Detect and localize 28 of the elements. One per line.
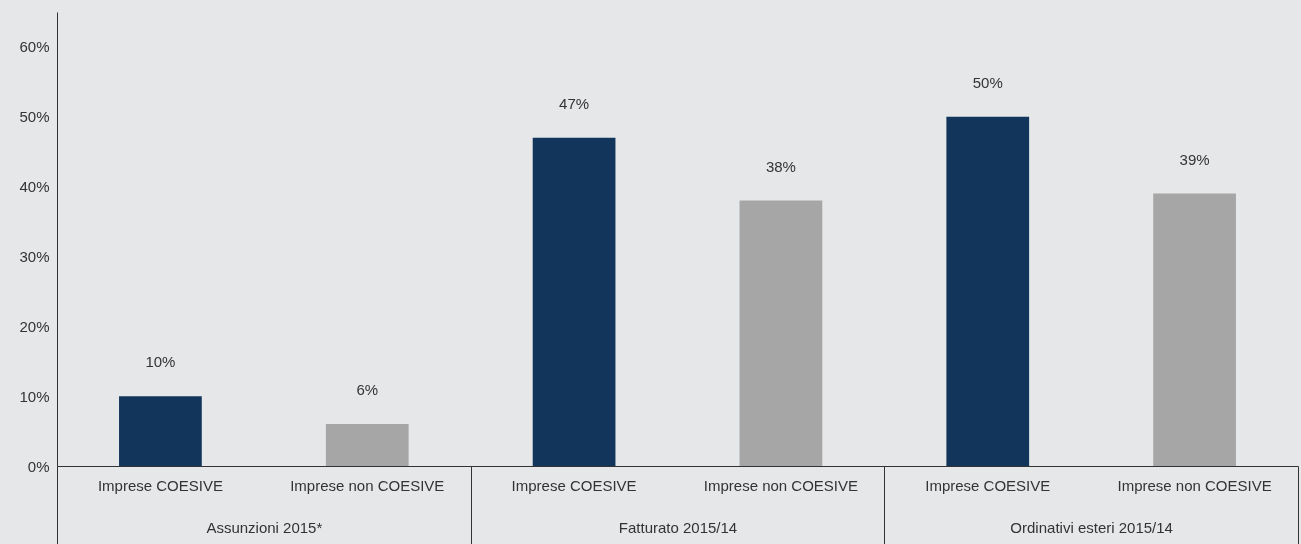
data-label: 38% <box>765 157 796 175</box>
data-label: 10% <box>145 353 176 371</box>
x-tick-label: Fatturato 2015/14 <box>618 518 738 536</box>
y-tick-label: 60% <box>19 38 50 56</box>
data-label: 50% <box>972 73 1003 91</box>
text: Imprese COESIVE <box>511 477 637 494</box>
bar <box>946 116 1030 466</box>
data-label: 39% <box>1179 150 1210 168</box>
data-label: 6% <box>356 381 379 399</box>
bar <box>119 396 202 466</box>
series-label: Imprese non COESIVE <box>290 477 445 494</box>
data-label: 47% <box>559 94 590 112</box>
x-tick-label: Ordinativi esteri 2015/14 <box>1010 518 1173 536</box>
y-tick-label: 10% <box>19 387 50 405</box>
text: Imprese non COESIVE <box>1117 477 1272 494</box>
y-tick-label: 30% <box>19 247 50 265</box>
x-tick-label: Assunzioni 2015* <box>206 518 323 536</box>
bar <box>325 424 409 466</box>
bar <box>532 137 616 466</box>
text: Imprese COESIVE <box>925 477 1051 494</box>
y-tick-label: 50% <box>19 108 50 126</box>
y-tick-label: 0% <box>27 457 50 475</box>
y-tick-label: 20% <box>19 317 50 335</box>
bar <box>1153 193 1236 466</box>
y-tick-label: 40% <box>19 178 50 196</box>
bar <box>739 200 823 466</box>
series-label: Imprese COESIVE <box>97 477 223 494</box>
text: Imprese non COESIVE <box>703 477 859 494</box>
